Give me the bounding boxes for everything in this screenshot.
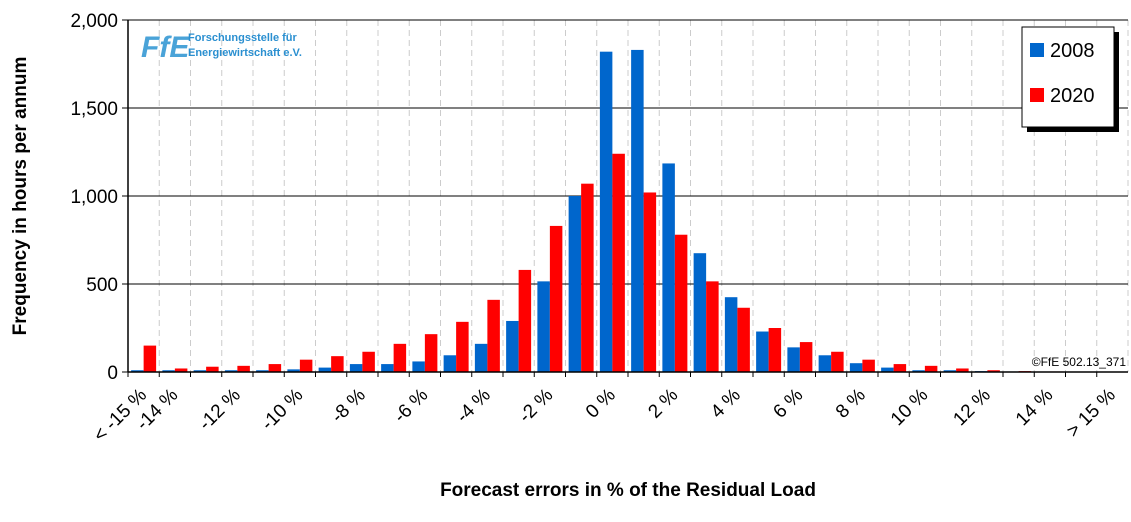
bar — [787, 347, 800, 372]
bar — [300, 360, 313, 372]
bar — [331, 356, 344, 372]
bar — [725, 297, 738, 372]
legend-swatch — [1030, 43, 1044, 57]
bar — [381, 364, 394, 372]
y-axis-title: Frequency in hours per annum — [10, 57, 31, 336]
bar — [600, 52, 613, 372]
bar — [737, 308, 750, 372]
bar — [800, 342, 813, 372]
x-axis-title: Forecast errors in % of the Residual Loa… — [440, 480, 816, 501]
y-tick-label: 1,000 — [70, 187, 118, 208]
bar — [894, 364, 907, 372]
bar — [631, 50, 644, 372]
logo-text: Forschungsstelle für — [188, 32, 298, 44]
bar — [662, 163, 675, 372]
bar — [519, 270, 532, 372]
bar — [675, 235, 688, 372]
bar — [644, 192, 657, 372]
bar — [612, 154, 625, 372]
bar — [237, 366, 250, 372]
bar — [862, 360, 875, 372]
y-tick-label: 500 — [86, 275, 118, 296]
bar — [444, 355, 457, 372]
bar — [769, 328, 782, 372]
bar — [850, 363, 863, 372]
bar — [550, 226, 563, 372]
bar — [925, 366, 938, 372]
bar — [819, 355, 832, 372]
bar — [506, 321, 519, 372]
y-tick-label: 0 — [107, 363, 118, 384]
bar — [456, 322, 469, 372]
bar — [537, 281, 550, 372]
bar — [394, 344, 407, 372]
y-tick-label: 1,500 — [70, 99, 118, 120]
y-tick-label: 2,000 — [70, 11, 118, 32]
bar — [206, 367, 219, 372]
bar — [706, 281, 719, 372]
bar — [569, 196, 582, 372]
bar — [269, 364, 282, 372]
bar — [487, 300, 500, 372]
bar — [144, 346, 157, 372]
logo-text: Energiewirtschaft e.V. — [188, 47, 302, 59]
copyright: ©FfE 502.13_371 — [1032, 355, 1127, 369]
legend-label: 2020 — [1050, 85, 1095, 107]
bar — [831, 352, 844, 372]
bar — [756, 332, 769, 372]
bar — [362, 352, 375, 372]
legend-label: 2008 — [1050, 40, 1095, 62]
bar — [581, 184, 594, 372]
bar — [350, 364, 363, 372]
bar — [475, 344, 488, 372]
bar — [412, 361, 425, 372]
logo-mark: FfE — [141, 31, 190, 64]
bar — [694, 253, 707, 372]
legend-swatch — [1030, 88, 1044, 102]
bar — [425, 334, 438, 372]
